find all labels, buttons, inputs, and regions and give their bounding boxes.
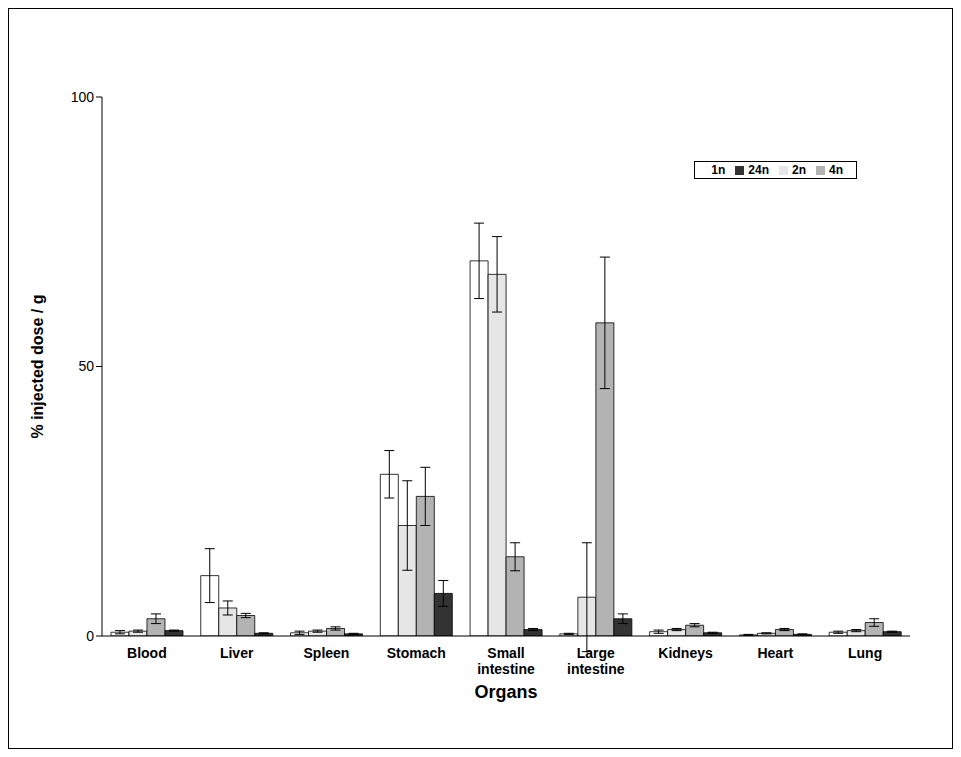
html-text:24n: 24n (748, 163, 769, 177)
svg-text:Lung: Lung (848, 645, 882, 661)
svg-text:0: 0 (86, 628, 94, 644)
svg-text:Smallintestine: Smallintestine (477, 645, 535, 677)
svg-text:50: 50 (78, 358, 94, 374)
svg-text:Blood: Blood (127, 645, 167, 661)
html-text:4n: 4n (829, 163, 843, 177)
svg-text:Heart: Heart (757, 645, 793, 661)
svg-text:Liver: Liver (220, 645, 254, 661)
svg-text:Organs: Organs (474, 682, 537, 702)
svg-text:Stomach: Stomach (387, 645, 446, 661)
svg-text:Largeintestine: Largeintestine (567, 645, 625, 677)
svg-text:Kidneys: Kidneys (658, 645, 713, 661)
html-text:2n: 2n (792, 163, 806, 177)
svg-text:100: 100 (71, 89, 95, 105)
html-text:1n: 1n (711, 163, 726, 177)
svg-text:Spleen: Spleen (303, 645, 349, 661)
svg-text:% injected dose / g: % injected dose / g (29, 294, 46, 438)
